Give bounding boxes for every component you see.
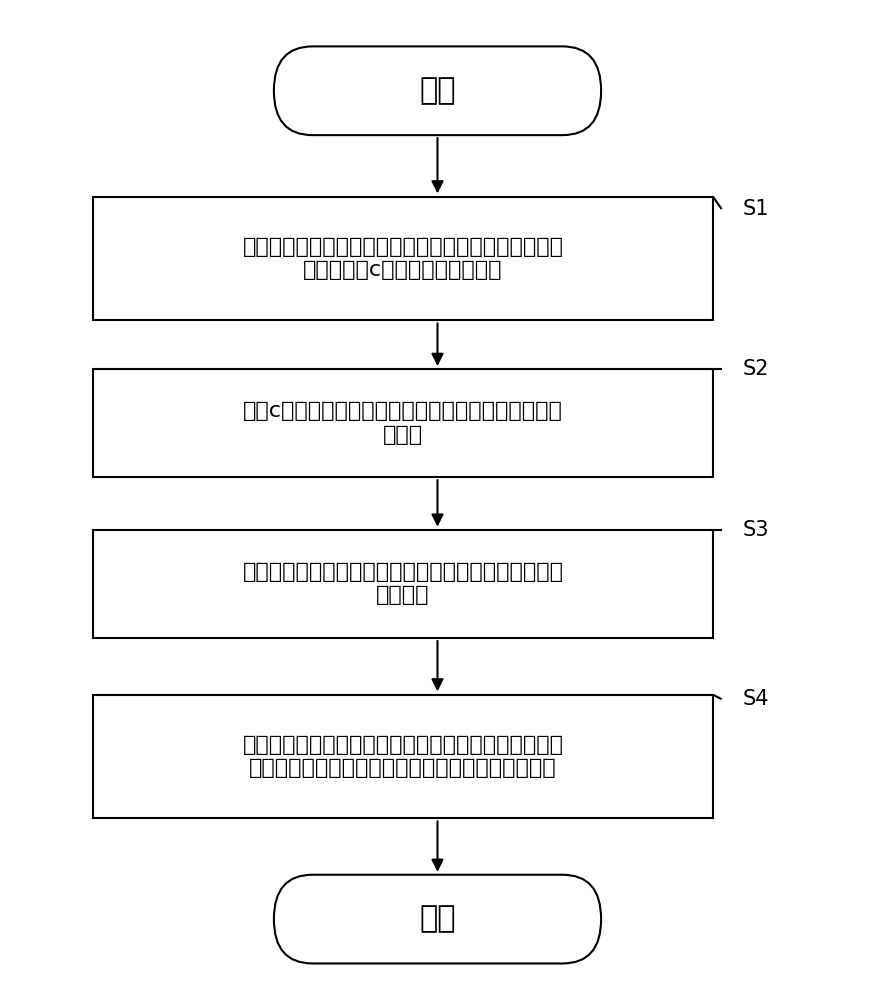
FancyBboxPatch shape	[93, 197, 713, 320]
Text: S4: S4	[743, 689, 769, 709]
Text: 定位c个脉搔信号训练样本的显著脉搔信号子段位置指
示向量: 定位c个脉搔信号训练样本的显著脉搔信号子段位置指 示向量	[243, 401, 563, 445]
FancyBboxPatch shape	[93, 695, 713, 818]
Text: S2: S2	[743, 359, 769, 379]
FancyBboxPatch shape	[274, 46, 601, 135]
Text: S3: S3	[743, 520, 769, 540]
FancyBboxPatch shape	[93, 530, 713, 638]
Text: 结束: 结束	[419, 905, 456, 934]
Text: 根据多模态距离特征向量，采用最邻近分类器对脉搔信
号进行分类，完成基于显著信号子段提取的脉象分类: 根据多模态距离特征向量，采用最邻近分类器对脉搔信 号进行分类，完成基于显著信号子…	[242, 735, 564, 778]
FancyBboxPatch shape	[274, 875, 601, 963]
Text: 采用多普勒超声波血液分析仪采集脉搔信号，并进行预
处理，得到c个脉搔信号训练样本: 采用多普勒超声波血液分析仪采集脉搔信号，并进行预 处理，得到c个脉搔信号训练样本	[242, 237, 564, 280]
Text: S1: S1	[743, 199, 769, 219]
Text: 开始: 开始	[419, 76, 456, 105]
Text: 根据显著脉搔信号子段位置指示向量，构建多模态距离
特征向量: 根据显著脉搔信号子段位置指示向量，构建多模态距离 特征向量	[242, 562, 564, 605]
FancyBboxPatch shape	[93, 369, 713, 477]
